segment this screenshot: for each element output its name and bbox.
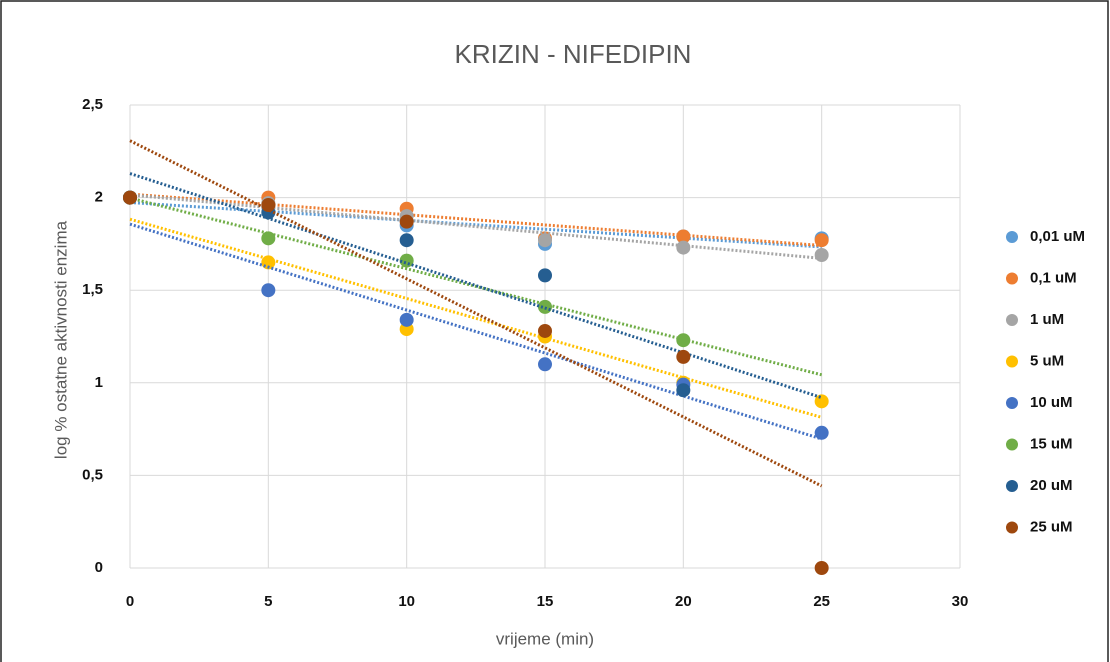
data-point bbox=[814, 425, 829, 440]
data-point bbox=[399, 253, 414, 268]
legend-label: 15 uM bbox=[1030, 435, 1073, 452]
trendline bbox=[129, 196, 823, 377]
data-point bbox=[261, 231, 276, 246]
data-point bbox=[261, 198, 276, 213]
data-point bbox=[676, 333, 691, 348]
legend-label: 0,1 uM bbox=[1030, 269, 1077, 286]
trendline bbox=[129, 217, 823, 419]
data-point bbox=[676, 240, 691, 255]
legend-marker bbox=[1006, 438, 1018, 451]
y-tick-label: 2 bbox=[95, 189, 103, 206]
y-tick-label: 2,5 bbox=[82, 96, 103, 113]
legend-marker bbox=[1006, 272, 1018, 285]
legend-label: 0,01 uM bbox=[1030, 228, 1085, 245]
y-axis-label: log % ostatne aktivnosti enzima bbox=[51, 220, 70, 459]
legend-label: 1 uM bbox=[1030, 311, 1064, 328]
y-tick-label: 0 bbox=[95, 559, 103, 576]
y-tick-label: 1,5 bbox=[82, 281, 103, 298]
legend-marker bbox=[1006, 355, 1018, 368]
data-point bbox=[538, 323, 552, 338]
trendline bbox=[129, 139, 823, 488]
legend-marker bbox=[1006, 397, 1018, 409]
x-axis-label: vrijeme (min) bbox=[496, 629, 594, 648]
x-tick-label: 25 bbox=[813, 593, 830, 610]
data-point bbox=[538, 357, 552, 372]
data-point bbox=[399, 233, 414, 248]
legend-label: 20 uM bbox=[1030, 477, 1073, 494]
data-point bbox=[814, 394, 829, 409]
legend-marker bbox=[1006, 314, 1018, 326]
data-point bbox=[399, 214, 414, 229]
y-tick-label: 1 bbox=[95, 374, 103, 391]
data-point bbox=[123, 190, 137, 205]
trendline bbox=[129, 201, 822, 249]
data-point bbox=[261, 283, 276, 298]
trendline bbox=[129, 193, 822, 260]
trendline bbox=[129, 192, 822, 247]
x-tick-label: 5 bbox=[264, 593, 272, 610]
y-tick-label: 0,5 bbox=[82, 466, 103, 483]
data-point bbox=[676, 229, 691, 244]
legend-marker bbox=[1006, 480, 1018, 492]
data-point bbox=[676, 383, 691, 398]
x-tick-label: 0 bbox=[126, 593, 134, 610]
legend-marker bbox=[1006, 521, 1018, 534]
data-point bbox=[538, 233, 552, 248]
x-tick-label: 15 bbox=[537, 593, 554, 610]
trendline bbox=[129, 172, 823, 400]
trendline bbox=[129, 222, 823, 441]
chart-title: KRIZIN - NIFEDIPIN bbox=[455, 39, 692, 69]
legend-label: 25 uM bbox=[1030, 518, 1073, 535]
data-point bbox=[814, 233, 829, 248]
legend-label: 5 uM bbox=[1030, 352, 1064, 369]
x-tick-label: 20 bbox=[675, 593, 692, 610]
x-tick-label: 10 bbox=[398, 593, 415, 610]
x-tick-label: 30 bbox=[952, 593, 969, 610]
data-point bbox=[399, 312, 414, 327]
legend-label: 10 uM bbox=[1030, 394, 1073, 411]
data-point bbox=[538, 299, 552, 314]
legend-marker bbox=[1006, 231, 1018, 243]
data-point bbox=[538, 268, 552, 283]
data-point bbox=[814, 248, 829, 263]
data-point bbox=[676, 349, 691, 364]
data-point bbox=[814, 561, 829, 575]
